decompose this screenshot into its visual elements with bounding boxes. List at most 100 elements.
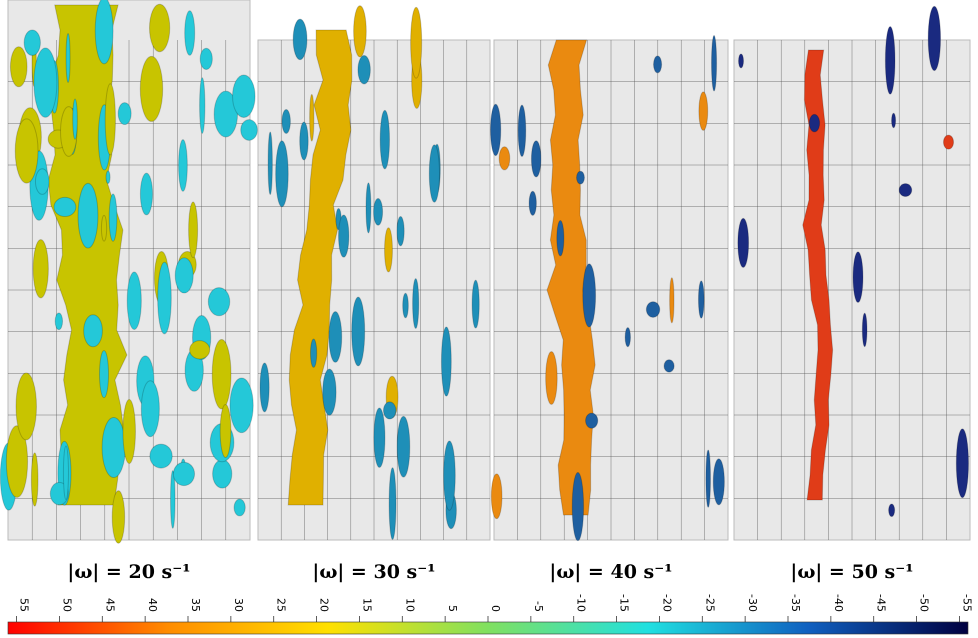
vortex-blob bbox=[98, 350, 110, 399]
vortex-blob bbox=[498, 146, 511, 171]
vortex-blob bbox=[54, 312, 64, 331]
vortex-blob bbox=[955, 428, 969, 499]
vortex-blob bbox=[357, 55, 371, 85]
vortex-blob bbox=[443, 440, 456, 511]
vortex-blob bbox=[373, 407, 386, 468]
vortex-blob bbox=[199, 47, 213, 70]
vortex-blob bbox=[117, 102, 132, 126]
vortex-blob bbox=[737, 217, 750, 268]
vortex-blob bbox=[338, 214, 350, 258]
vortex-blob bbox=[139, 172, 154, 216]
colorbar-tick-label: 50 bbox=[60, 598, 73, 612]
vortex-blob bbox=[410, 6, 423, 79]
vortex-blob bbox=[9, 46, 28, 88]
vortex-blob bbox=[62, 445, 69, 500]
vortex-blob bbox=[440, 326, 452, 397]
vortex-blob bbox=[184, 10, 196, 56]
vortex-blob bbox=[172, 461, 196, 487]
vortex-blob bbox=[49, 481, 69, 506]
vortex-core bbox=[287, 29, 353, 506]
vortex-blob bbox=[373, 198, 384, 226]
vortex-blob bbox=[213, 90, 239, 138]
vortex-blob bbox=[379, 109, 391, 170]
caption: |ω| = 30 s⁻¹ bbox=[312, 561, 435, 583]
vortex-blob bbox=[365, 182, 372, 234]
vortex-blob bbox=[229, 377, 254, 434]
vortex-blob bbox=[240, 119, 258, 141]
panel bbox=[257, 5, 491, 541]
vortex-blob bbox=[149, 3, 171, 53]
vortex-blob bbox=[888, 503, 896, 518]
vortex-core bbox=[802, 49, 834, 501]
vortex-blob bbox=[402, 292, 409, 319]
colorbar-tick-label: 35 bbox=[189, 598, 202, 612]
vortex-blob bbox=[34, 168, 50, 195]
vortex-blob bbox=[170, 470, 176, 529]
colorbar-tick-label: -40 bbox=[832, 594, 845, 612]
vortex-blob bbox=[582, 263, 597, 328]
vortex-blob bbox=[808, 113, 821, 133]
vortex-blob bbox=[65, 33, 71, 84]
colorbar-tick-label: -45 bbox=[875, 594, 888, 612]
colorbar-tick-label: -20 bbox=[660, 594, 673, 612]
vortex-blob bbox=[139, 55, 164, 122]
vortex-blob bbox=[396, 215, 405, 247]
vortex-blob bbox=[351, 296, 366, 367]
vortex-blob bbox=[571, 471, 585, 542]
vortex-blob bbox=[33, 47, 58, 118]
vortex-blob bbox=[898, 183, 913, 198]
vortex-blob bbox=[15, 372, 37, 441]
colorbar bbox=[7, 621, 969, 635]
vortex-blob bbox=[585, 412, 599, 429]
vortex-blob bbox=[653, 55, 663, 74]
vortex-blob bbox=[353, 5, 367, 58]
colorbar-tick-label: 30 bbox=[232, 598, 245, 612]
colorbar-tick-label: 5 bbox=[446, 605, 459, 612]
vortex-blob bbox=[556, 220, 565, 257]
vortex-blob bbox=[189, 340, 211, 360]
vortex-blob bbox=[122, 398, 136, 464]
vortex-blob bbox=[53, 196, 77, 218]
vortex-blob bbox=[663, 359, 675, 373]
vortex-blob bbox=[490, 103, 502, 157]
vortex-blob bbox=[852, 251, 864, 303]
vortex-blob bbox=[219, 404, 232, 459]
vortex-blob bbox=[140, 380, 160, 438]
vortex-blob bbox=[157, 261, 172, 335]
vortex-blob bbox=[83, 314, 103, 348]
vortex-blob bbox=[105, 170, 111, 184]
vortex-blob bbox=[705, 449, 711, 508]
vortex-blob bbox=[23, 29, 41, 56]
colorbar-tick-label: 0 bbox=[489, 605, 502, 612]
vortex-blob bbox=[698, 91, 709, 131]
vortex-blob bbox=[309, 93, 315, 142]
vortex-blob bbox=[412, 278, 420, 329]
vortex-blob bbox=[712, 458, 725, 506]
vortex-blob bbox=[232, 74, 256, 118]
caption: |ω| = 20 s⁻¹ bbox=[67, 561, 190, 583]
colorbar-tick-label: -50 bbox=[918, 594, 931, 612]
vortex-blob bbox=[576, 170, 585, 185]
vortex-blob bbox=[697, 280, 705, 319]
vortex-blob bbox=[94, 0, 114, 65]
colorbar-tick-label: -25 bbox=[703, 594, 716, 612]
vortex-blob bbox=[212, 459, 233, 489]
colorbar-tick-label: -15 bbox=[618, 594, 631, 612]
vortex-blob bbox=[126, 271, 142, 330]
vortex-blob bbox=[100, 214, 108, 242]
panel bbox=[733, 5, 971, 541]
colorbar-tick-label: 45 bbox=[103, 598, 116, 612]
vortex-blob bbox=[384, 227, 393, 273]
vortex-blob bbox=[108, 193, 118, 242]
vortex-blob bbox=[32, 239, 49, 299]
colorbar-tick-label: 25 bbox=[275, 598, 288, 612]
vortex-blob bbox=[927, 5, 942, 72]
vortex-blob bbox=[299, 121, 309, 161]
vortex-blob bbox=[891, 112, 897, 129]
vortex-blob bbox=[174, 257, 194, 294]
vortex-blob bbox=[111, 490, 126, 544]
colorbar-tick-label: -30 bbox=[746, 594, 759, 612]
vortex-blob bbox=[211, 339, 232, 410]
panel bbox=[490, 35, 729, 542]
colorbar-tick-label: 15 bbox=[360, 598, 373, 612]
